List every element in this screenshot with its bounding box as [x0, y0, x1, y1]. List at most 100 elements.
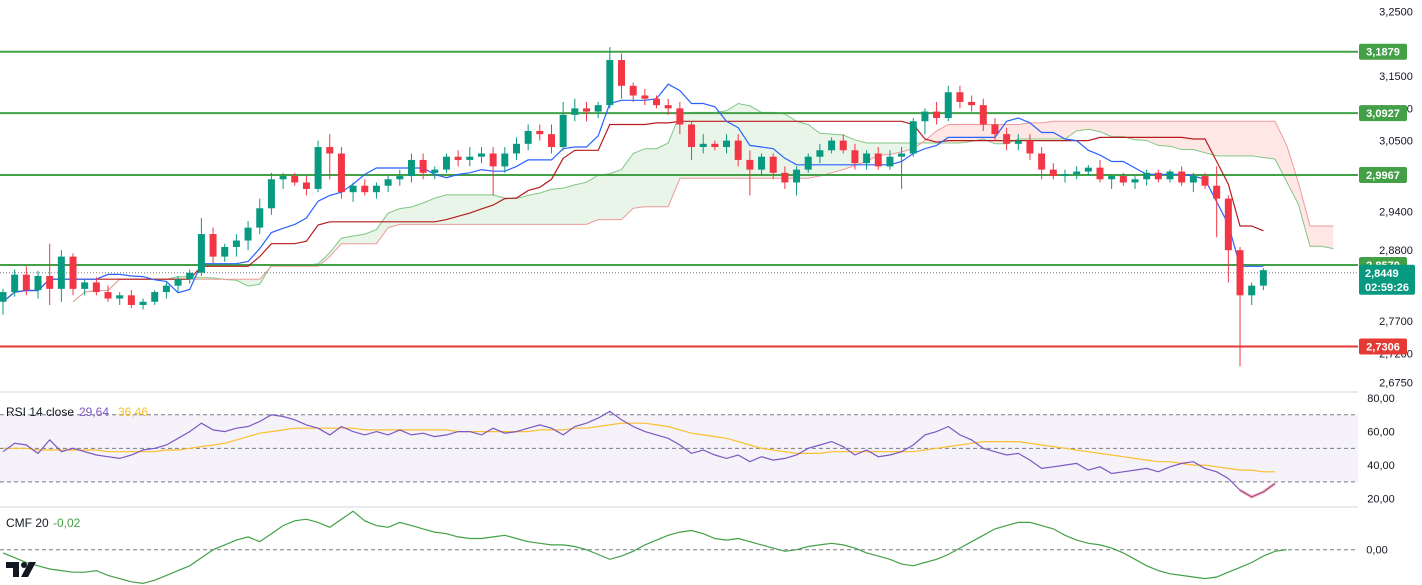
candle[interactable]	[512, 137, 520, 160]
candle[interactable]	[956, 85, 964, 109]
candle[interactable]	[524, 124, 532, 151]
candle[interactable]	[839, 134, 847, 154]
candle[interactable]	[1038, 147, 1046, 180]
candle[interactable]	[244, 221, 252, 251]
candle[interactable]	[968, 95, 976, 112]
candle[interactable]	[384, 176, 392, 193]
candle[interactable]	[1014, 134, 1022, 151]
candle[interactable]	[1213, 166, 1221, 238]
candle[interactable]	[583, 101, 590, 122]
candle[interactable]	[349, 182, 357, 202]
candle[interactable]	[991, 118, 999, 141]
candle[interactable]	[442, 153, 450, 173]
candle[interactable]	[197, 217, 205, 276]
candle[interactable]	[151, 290, 159, 305]
candle[interactable]	[69, 253, 77, 296]
candle[interactable]	[291, 172, 299, 186]
candle[interactable]	[431, 166, 439, 180]
candle[interactable]	[1131, 176, 1139, 189]
candle[interactable]	[571, 98, 579, 122]
candle[interactable]	[886, 150, 894, 170]
candle[interactable]	[1259, 268, 1267, 291]
candle[interactable]	[641, 89, 649, 106]
candle[interactable]	[22, 266, 30, 296]
candle[interactable]	[419, 153, 427, 180]
candle[interactable]	[723, 134, 731, 154]
candle[interactable]	[1049, 163, 1057, 180]
candle[interactable]	[909, 118, 917, 157]
candle[interactable]	[699, 134, 707, 154]
candle[interactable]	[92, 277, 100, 296]
candle[interactable]	[933, 101, 941, 125]
cmf-pane[interactable]: 0,00 CMF 20 -0,02	[0, 510, 1388, 585]
candle[interactable]	[221, 243, 229, 262]
rsi-pane[interactable]: 80,00 60,00 40,00 20,00 RSI 14 close 29,64 …	[0, 393, 1395, 506]
candle[interactable]	[816, 143, 824, 164]
candle[interactable]	[1201, 172, 1209, 189]
candle[interactable]	[979, 98, 987, 131]
candle[interactable]	[1119, 172, 1127, 186]
candle[interactable]	[267, 172, 275, 215]
candle[interactable]	[477, 147, 485, 164]
candle[interactable]	[466, 147, 474, 167]
candle[interactable]	[279, 172, 287, 189]
candle[interactable]	[851, 143, 859, 170]
candle[interactable]	[769, 153, 777, 180]
rsi-legend[interactable]: RSI 14 close 29,64 36,46	[6, 405, 148, 419]
candle[interactable]	[1073, 166, 1081, 180]
candle[interactable]	[162, 282, 170, 299]
candle[interactable]	[594, 101, 602, 119]
candle[interactable]	[559, 101, 567, 151]
candle[interactable]	[1248, 282, 1256, 305]
candle[interactable]	[1189, 172, 1197, 193]
candle[interactable]	[944, 85, 952, 122]
candle[interactable]	[1108, 174, 1116, 189]
candle[interactable]	[1026, 134, 1034, 160]
candle[interactable]	[606, 47, 614, 109]
candle[interactable]	[11, 269, 19, 297]
candle[interactable]	[734, 134, 742, 167]
candle[interactable]	[1178, 166, 1186, 186]
candle[interactable]	[618, 53, 626, 99]
candle[interactable]	[536, 124, 544, 141]
candle[interactable]	[501, 147, 509, 173]
candle[interactable]	[407, 153, 415, 183]
candle[interactable]	[1096, 159, 1104, 183]
candle[interactable]	[139, 298, 147, 310]
candle[interactable]	[629, 82, 637, 102]
candle[interactable]	[209, 227, 217, 264]
candle[interactable]	[1224, 195, 1232, 283]
candle[interactable]	[874, 147, 882, 170]
candle[interactable]	[104, 285, 112, 302]
candle[interactable]	[1236, 246, 1244, 367]
candle[interactable]	[793, 166, 801, 196]
candle[interactable]	[372, 182, 380, 199]
candle[interactable]	[174, 275, 182, 293]
candle[interactable]	[232, 234, 240, 257]
candle[interactable]	[34, 270, 42, 299]
candle[interactable]	[863, 150, 871, 170]
candle[interactable]	[0, 288, 7, 315]
candle[interactable]	[1061, 169, 1069, 183]
candle[interactable]	[302, 176, 310, 196]
candle[interactable]	[186, 269, 194, 284]
candle[interactable]	[326, 134, 334, 180]
candle[interactable]	[781, 166, 789, 189]
candle[interactable]	[1003, 127, 1011, 151]
candle[interactable]	[489, 147, 497, 196]
candle[interactable]	[46, 243, 54, 305]
candle[interactable]	[81, 279, 89, 296]
candle[interactable]	[1143, 169, 1151, 186]
cmf-legend[interactable]: CMF 20 -0,02	[6, 516, 81, 530]
price-pane[interactable]: 3,25003,15003,10003,05002,94002,88002,77…	[0, 7, 1415, 390]
candle[interactable]	[676, 101, 684, 135]
candle[interactable]	[1084, 165, 1092, 177]
candle[interactable]	[664, 98, 672, 115]
candle[interactable]	[1166, 169, 1174, 183]
candle[interactable]	[127, 290, 135, 309]
candle[interactable]	[1154, 169, 1162, 183]
candle[interactable]	[57, 250, 65, 302]
candle[interactable]	[898, 147, 906, 189]
candle[interactable]	[653, 95, 661, 109]
candle[interactable]	[711, 140, 719, 151]
